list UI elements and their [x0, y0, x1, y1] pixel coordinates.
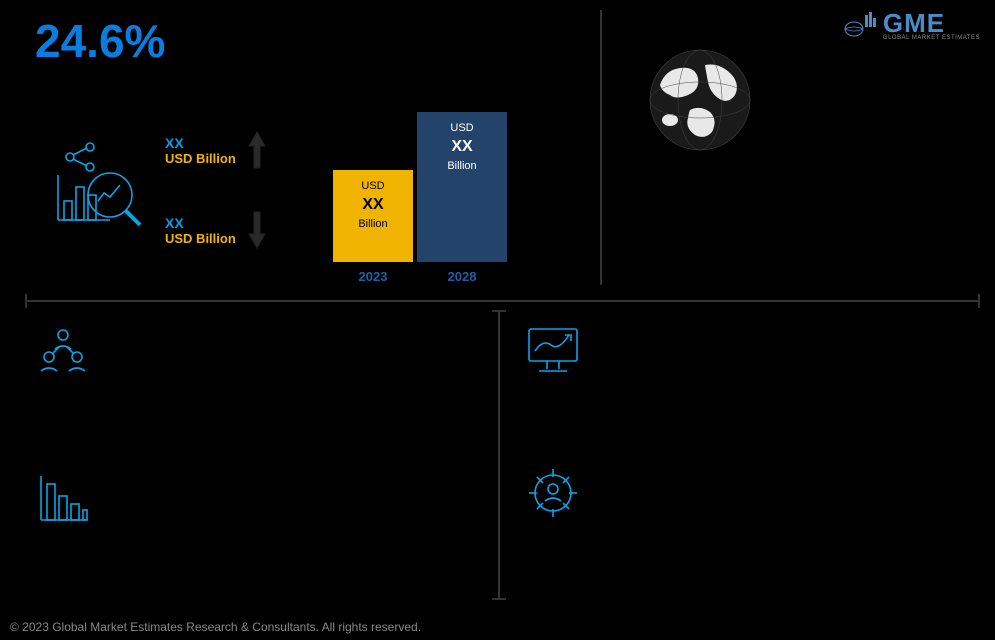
kpi-low-value: XX	[165, 215, 236, 231]
globe-icon	[640, 40, 760, 160]
headline-percent: 24.6%	[35, 14, 165, 68]
kpi-high-unit: USD Billion	[165, 151, 236, 166]
monitor-trend-icon	[525, 325, 581, 381]
bar-usd: USD	[361, 180, 384, 192]
chart-bar-2023: USDXXBillion2023	[333, 170, 413, 262]
copyright-footer: © 2023 Global Market Estimates Research …	[10, 620, 421, 634]
kpi-high-value: XX	[165, 135, 236, 151]
kpi-block: XX USD Billion XX USD Billion	[155, 90, 310, 290]
bar-billion: Billion	[358, 218, 387, 230]
bar-chart-icon	[35, 470, 91, 526]
kpi-high: XX USD Billion	[165, 130, 310, 170]
divider-vertical-bottom	[498, 310, 500, 600]
people-icon	[35, 325, 91, 381]
bar-value: XX	[362, 196, 383, 214]
bar-year-label: 2028	[417, 269, 507, 284]
bar-year-label: 2023	[333, 269, 413, 284]
kpi-low: XX USD Billion	[165, 210, 310, 250]
bar-value: XX	[451, 138, 472, 156]
chart-bar-2028: USDXXBillion2028	[417, 112, 507, 262]
logo-subtitle: GLOBAL MARKET ESTIMATES	[883, 35, 980, 41]
divider-horizontal	[25, 300, 980, 302]
logo-globe-icon	[843, 11, 877, 39]
target-user-icon	[525, 465, 581, 521]
analytics-icon-block	[35, 90, 155, 290]
arrow-down-icon	[246, 210, 268, 250]
analytics-icon	[40, 135, 150, 245]
bar-billion: Billion	[447, 160, 476, 172]
bar-usd: USD	[450, 122, 473, 134]
brand-logo: GME GLOBAL MARKET ESTIMATES	[843, 8, 980, 41]
divider-vertical-top	[600, 10, 602, 285]
arrow-up-icon	[246, 130, 268, 170]
top-section: XX USD Billion XX USD Billion USD XX Billi…	[35, 90, 980, 290]
bar-chart: USD XX Billion 2023 USD XX Billion 2028	[310, 90, 530, 290]
kpi-low-unit: USD Billion	[165, 231, 236, 246]
